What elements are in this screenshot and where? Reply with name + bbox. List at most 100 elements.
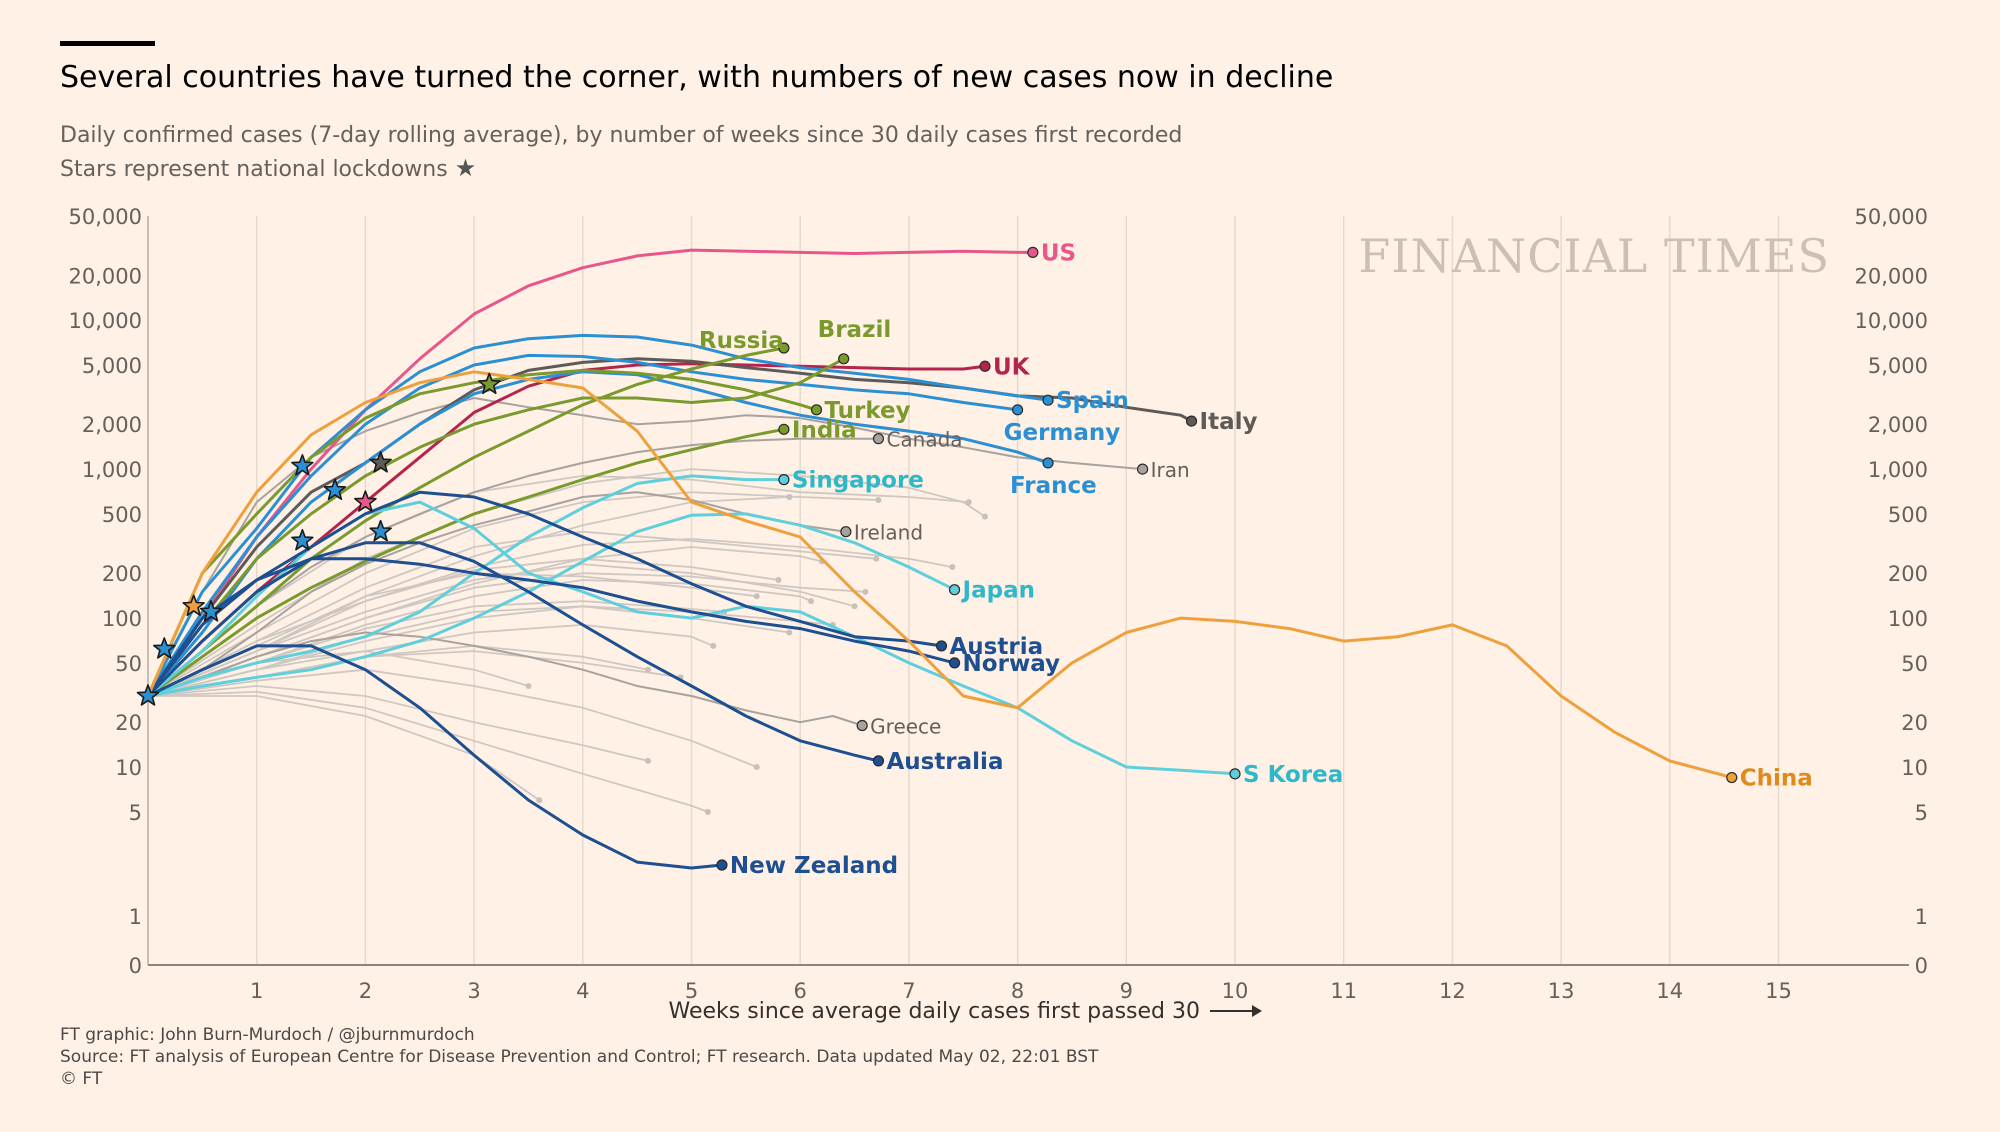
series-end-dot-background-13 bbox=[645, 666, 652, 673]
series-end-dot-background-7 bbox=[775, 577, 782, 584]
lockdown-star-4 bbox=[199, 600, 223, 622]
series-end-dot-norway bbox=[948, 657, 961, 669]
series-line-background-2 bbox=[147, 474, 970, 697]
series-label-uk: UK bbox=[993, 354, 1031, 380]
x-tick-label-15: 15 bbox=[1765, 979, 1792, 1003]
subtitle-line-1: Daily confirmed cases (7-day rolling ave… bbox=[60, 123, 1183, 148]
series-line-china bbox=[146, 370, 1734, 779]
series-end-dot-japan bbox=[948, 584, 961, 596]
x-axis: 1 2 3 4 5 6 7 8 9 10 11 12 13 14 15 bbox=[250, 979, 1792, 1003]
y-tick-label-right-10000: 10,000 bbox=[1855, 309, 1928, 333]
y-tick-label-left-50000: 50,000 bbox=[69, 205, 142, 229]
y-tick-label-right-100: 100 bbox=[1888, 607, 1928, 631]
series-label-us: US bbox=[1041, 240, 1076, 266]
lockdown-star-2 bbox=[153, 637, 176, 659]
y-tick-label-left-1: 1 bbox=[129, 905, 142, 929]
y-tick-label-right-0: 0 bbox=[1915, 954, 1928, 978]
x-tick-label-13: 13 bbox=[1548, 979, 1575, 1003]
series-line-background-15 bbox=[147, 668, 758, 768]
lockdown-star-7 bbox=[323, 478, 347, 500]
series-end-dot-background-17 bbox=[704, 808, 711, 815]
series-line-background-18 bbox=[147, 695, 541, 801]
series-end-dot-background-4 bbox=[786, 493, 793, 500]
y-axis-left: 0 1 5 10 20 50 100 200 500 1,000 2,000 5,000 10,000 2… bbox=[69, 205, 142, 978]
series-end-dot-india bbox=[778, 423, 790, 435]
series-label-australia: Australia bbox=[886, 749, 1003, 775]
series-end-dot-turkey bbox=[810, 404, 823, 416]
grid-lines bbox=[147, 216, 1909, 966]
series-end-dot-russia bbox=[778, 342, 790, 354]
series-label-india: India bbox=[792, 417, 857, 443]
y-tick-label-left-50: 50 bbox=[115, 652, 142, 676]
series-label-austria: Austria bbox=[950, 634, 1044, 660]
y-tick-label-left-5000: 5,000 bbox=[82, 354, 142, 378]
series-label-france: France bbox=[1010, 473, 1097, 499]
series-end-dot-australia bbox=[872, 755, 885, 767]
series-line-background-5 bbox=[147, 530, 878, 697]
lockdown-star-icon: ★ bbox=[454, 154, 477, 182]
series-label-japan: Japan bbox=[961, 578, 1035, 604]
series-label-greece: Greece bbox=[870, 715, 941, 739]
series-line-germany bbox=[146, 353, 1020, 698]
watermark: FINANCIAL TIMES bbox=[1358, 229, 1830, 283]
x-tick-label-2: 2 bbox=[359, 979, 372, 1003]
x-tick-label-5: 5 bbox=[685, 979, 698, 1003]
series-end-dot-background-18 bbox=[536, 797, 543, 804]
series-end-dot-austria bbox=[935, 640, 948, 652]
series-line-india bbox=[146, 427, 786, 698]
x-tick-label-12: 12 bbox=[1439, 979, 1466, 1003]
series-line-turkey bbox=[146, 368, 818, 698]
series-label-russia: Russia bbox=[699, 328, 784, 354]
series-label-spain: Spain bbox=[1056, 388, 1129, 414]
series-end-dot-background-1 bbox=[981, 513, 988, 520]
lockdown-star-6 bbox=[291, 529, 314, 551]
footer-credit: FT graphic: John Burn-Murdoch / @jburnmu… bbox=[60, 1025, 475, 1045]
chart-subtitle: Daily confirmed cases (7-day rolling ave… bbox=[60, 120, 1182, 186]
series-end-dot-canada bbox=[872, 433, 885, 445]
subtitle-line-2-text: Stars represent national lockdowns bbox=[60, 157, 448, 182]
series-line-italy bbox=[146, 357, 1193, 698]
y-tick-label-right-50000: 50,000 bbox=[1855, 205, 1928, 229]
series-line-canada bbox=[147, 437, 880, 697]
series-line-greece bbox=[147, 631, 864, 727]
subtitle-line-2: Stars represent national lockdowns ★ bbox=[60, 152, 1182, 186]
y-tick-label-right-10: 10 bbox=[1901, 756, 1928, 780]
y-tick-label-left-20: 20 bbox=[115, 711, 142, 735]
y-tick-label-left-500: 500 bbox=[102, 503, 142, 527]
series-label-china: China bbox=[1740, 766, 1813, 792]
series-label-germany: Germany bbox=[1004, 420, 1121, 446]
x-tick-label-7: 7 bbox=[902, 979, 915, 1003]
x-tick-label-8: 8 bbox=[1011, 979, 1024, 1003]
series-end-dot-background-14 bbox=[525, 682, 532, 689]
series-end-dot-new-zealand bbox=[716, 859, 728, 871]
series-end-dot-background-8 bbox=[753, 593, 760, 600]
x-axis-arrow-head bbox=[1252, 1005, 1262, 1017]
series-label-turkey: Turkey bbox=[825, 398, 911, 424]
series-end-dot-s-korea bbox=[1229, 768, 1241, 780]
x-axis-title: Weeks since average daily cases first pa… bbox=[669, 999, 1200, 1024]
y-tick-label-right-20000: 20,000 bbox=[1855, 264, 1928, 288]
y-tick-label-right-2000: 2,000 bbox=[1868, 413, 1928, 437]
y-tick-label-left-0: 0 bbox=[129, 954, 142, 978]
series-line-background-20 bbox=[147, 538, 954, 697]
series-label-s-korea: S Korea bbox=[1243, 762, 1343, 788]
y-tick-label-right-5: 5 bbox=[1915, 801, 1928, 825]
y-tick-label-left-2000: 2,000 bbox=[82, 413, 142, 437]
y-tick-label-left-10: 10 bbox=[115, 756, 142, 780]
lockdown-star-5 bbox=[291, 454, 314, 476]
y-tick-label-right-5000: 5,000 bbox=[1868, 354, 1928, 378]
y-tick-label-left-200: 200 bbox=[102, 562, 142, 586]
lockdown-star-10 bbox=[369, 519, 392, 542]
y-tick-label-right-1000: 1,000 bbox=[1868, 458, 1928, 482]
y-tick-label-left-100: 100 bbox=[102, 607, 142, 631]
y-tick-label-left-1000: 1,000 bbox=[82, 458, 142, 482]
series-line-russia bbox=[146, 346, 786, 698]
lockdown-markers bbox=[136, 372, 501, 706]
series-labels: US UK Italy Spain Germany France Russia Brazil T… bbox=[699, 240, 1813, 879]
series-end-dot-us bbox=[1027, 246, 1039, 258]
series-end-dot-singapore bbox=[778, 474, 790, 486]
series-end-dot-background-9 bbox=[808, 598, 815, 605]
lockdown-star-3 bbox=[182, 594, 205, 616]
lockdown-star-9 bbox=[369, 451, 392, 473]
